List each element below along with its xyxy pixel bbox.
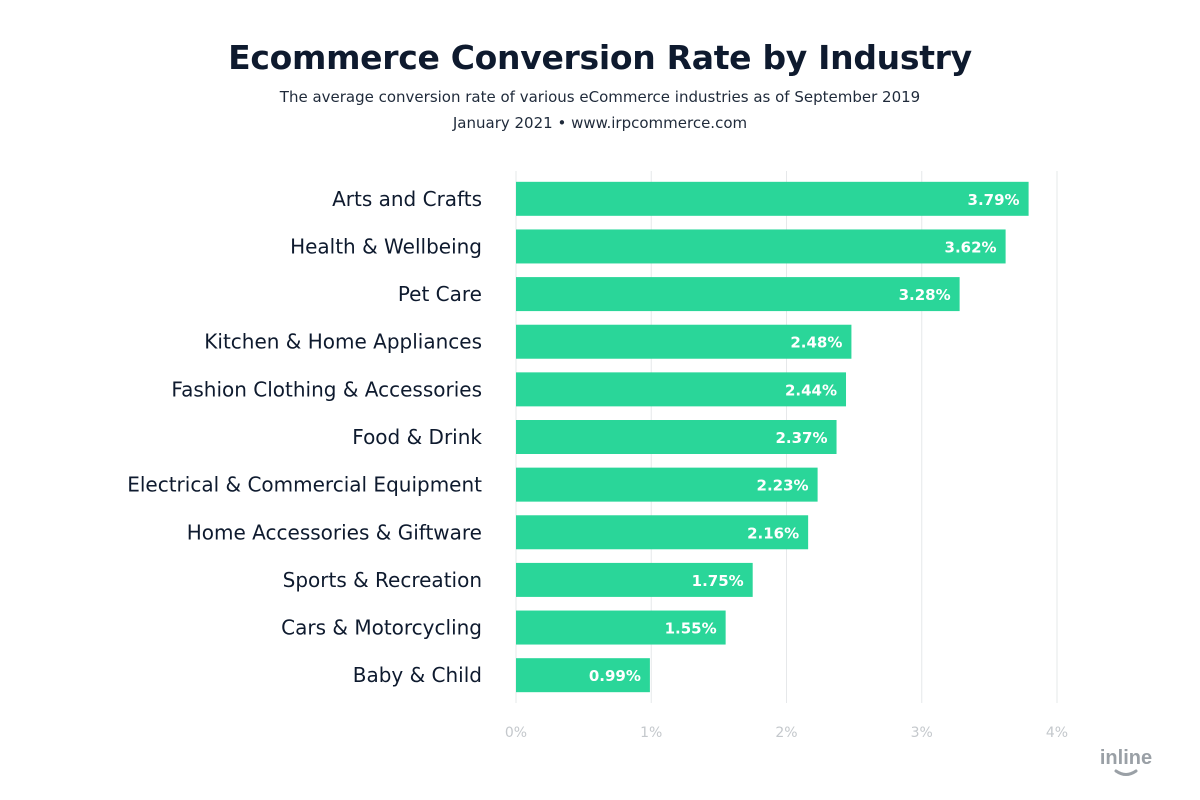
category-label: Fashion Clothing & Accessories [171, 377, 482, 401]
bar [516, 372, 847, 407]
x-tick-label: 0% [505, 725, 527, 741]
bar [516, 181, 1029, 216]
bar-value-label: 1.75% [692, 572, 744, 590]
category-label: Electrical & Commercial Equipment [127, 473, 482, 497]
category-label: Home Accessories & Giftware [187, 520, 482, 544]
bar-value-label: 1.55% [665, 620, 717, 638]
inline-logo: inline [1100, 747, 1152, 776]
x-tick-label: 4% [1046, 725, 1068, 741]
bar [516, 420, 837, 454]
bar-value-label: 3.28% [899, 286, 951, 304]
bar [516, 324, 852, 359]
bar-value-label: 2.37% [775, 429, 827, 447]
category-label: Arts and Crafts [332, 187, 482, 211]
bar [516, 610, 726, 645]
x-tick-label: 3% [911, 725, 933, 741]
x-tick-label: 1% [640, 725, 662, 741]
category-label: Health & Wellbeing [290, 234, 482, 258]
bar [516, 467, 818, 502]
category-label: Kitchen & Home Appliances [204, 330, 482, 354]
category-label: Pet Care [398, 282, 482, 306]
category-label: Food & Drink [352, 425, 482, 449]
chart-source: January 2021 • www.irpcommerce.com [452, 114, 748, 132]
bar-value-label: 2.23% [757, 477, 809, 495]
bar-value-label: 2.48% [790, 334, 842, 352]
chart-subtitle: The average conversion rate of various e… [279, 88, 921, 106]
category-label: Baby & Child [353, 663, 482, 687]
bar-value-label: 2.44% [785, 381, 837, 399]
bar [516, 658, 650, 693]
bar-value-label: 3.79% [968, 191, 1020, 209]
bar [516, 277, 960, 312]
logo-text: inline [1100, 747, 1152, 769]
x-tick-label: 2% [775, 725, 797, 741]
bar-value-label: 0.99% [589, 667, 641, 685]
bar [516, 515, 809, 550]
bar-value-label: 2.16% [747, 524, 799, 542]
category-label: Sports & Recreation [283, 568, 482, 592]
category-label: Cars & Motorcycling [281, 616, 482, 640]
chart-title: Ecommerce Conversion Rate by Industry [228, 38, 972, 77]
bar [516, 229, 1006, 264]
logo-smile-icon [1114, 769, 1138, 776]
bar-value-label: 3.62% [945, 238, 997, 256]
bar [516, 562, 753, 597]
